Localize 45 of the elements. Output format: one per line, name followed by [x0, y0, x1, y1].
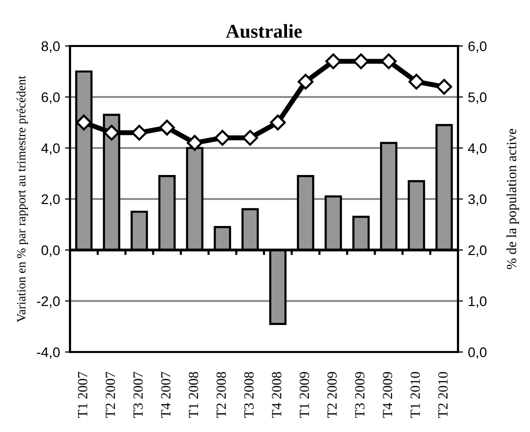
point — [270, 114, 286, 130]
y2-tick-label: 1,0 — [468, 296, 486, 308]
y2-tick-label: 6,0 — [468, 41, 486, 53]
point — [408, 74, 424, 90]
point — [242, 130, 258, 146]
y2-tick-label: 5,0 — [468, 92, 486, 104]
y2-axis-title: % de la population active — [506, 128, 520, 270]
x-tick-label: T4 2007 — [161, 372, 170, 418]
chart-title: Australie — [226, 24, 302, 38]
y2-tick-label: 3,0 — [468, 194, 486, 206]
y-tick-label: 4,0 — [41, 143, 60, 155]
point — [436, 78, 452, 95]
point — [214, 130, 230, 146]
y-axis-title: Variation en % par rapport au trimestre précédent — [16, 76, 28, 322]
point — [159, 120, 175, 136]
point — [353, 53, 369, 70]
point — [325, 53, 342, 70]
y-tick-label: 6,0 — [42, 92, 60, 104]
y-tick-label: 0,0 — [42, 245, 60, 257]
point — [131, 124, 148, 141]
point — [76, 114, 92, 130]
x-tick-label: T2 2009 — [327, 372, 337, 418]
y2-tick-label: 0,0 — [468, 347, 486, 359]
y-tick-label: 8,0 — [42, 41, 60, 53]
x-tick-label: T2 2008 — [216, 372, 226, 418]
x-tick-label: T2 2010 — [438, 372, 448, 418]
point — [380, 53, 397, 70]
point — [186, 134, 203, 151]
y2-tick-label: 2,0 — [468, 245, 486, 257]
x-tick-label: T3 2007 — [133, 372, 143, 418]
x-tick-label: T3 2008 — [244, 372, 254, 418]
x-tick-label: T1 2008 — [188, 372, 198, 418]
point — [298, 74, 314, 90]
x-tick-label: T4 2009 — [382, 372, 392, 418]
y2-tick-label: 4,0 — [468, 143, 486, 155]
x-tick-label: T3 2009 — [355, 372, 364, 418]
y-tick-label: 2,0 — [42, 194, 60, 206]
y-tick-label: -4,0 — [36, 347, 60, 359]
point — [104, 124, 120, 141]
x-tick-label: T1 2007 — [78, 372, 88, 418]
x-tick-label: T1 2010 — [410, 372, 420, 418]
x-tick-label: T2 2007 — [106, 372, 116, 418]
x-tick-label: T4 2008 — [272, 372, 282, 418]
y-tick-label: -2,0 — [36, 296, 60, 308]
x-tick-label: T1 2009 — [300, 372, 310, 418]
